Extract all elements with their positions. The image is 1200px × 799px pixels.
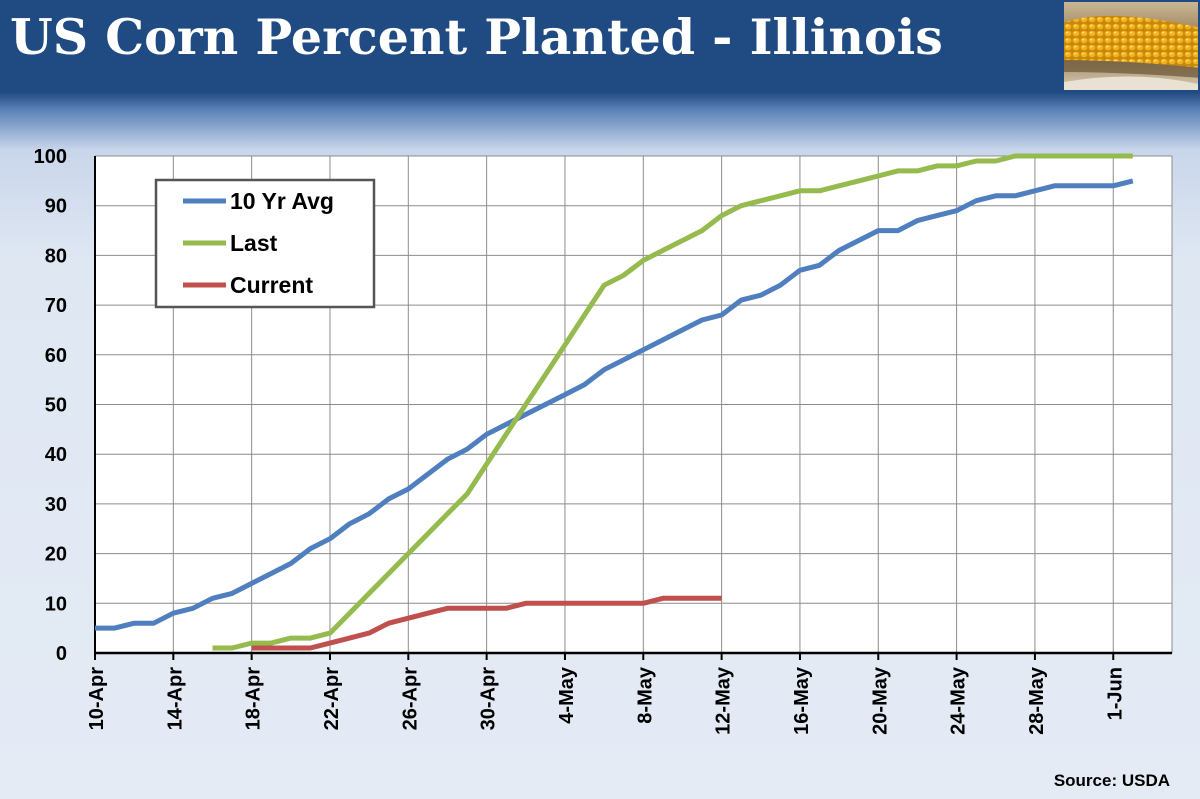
x-tick-label: 8-May [634,666,656,724]
y-tick-label: 90 [45,196,67,218]
y-tick-label: 20 [45,544,67,566]
x-tick-label: 26-Apr [399,667,421,731]
chart-legend: 10 Yr Avg Last Current [154,178,376,309]
legend-label: Last [230,230,278,256]
x-tick-label: 4-May [556,666,578,724]
x-tick-label: 14-Apr [164,667,186,731]
source-note: Source: USDA [1053,771,1170,790]
y-tick-label: 60 [45,345,67,367]
x-tick-label: 24-May [948,666,970,735]
y-tick-label: 50 [45,395,67,417]
x-tick-label: 1-Jun [1104,667,1126,720]
series-line-10-yr-avg [95,178,1134,631]
chart-title: US Corn Percent Planted - Illinois [10,8,943,66]
x-tick-label: 30-Apr [478,667,500,731]
x-tick-label: 10-Apr [86,667,108,731]
chart-axes: 0 10 20 30 40 50 60 70 80 90 100 10-Apr 14-Apr 18-Apr… [34,146,1172,735]
y-tick-label: 80 [45,245,67,267]
x-tick-label: 28-May [1026,666,1048,735]
y-tick-label: 0 [56,643,67,665]
y-tick-label: 10 [45,593,67,615]
title-bar: US Corn Percent Planted - Illinois [0,0,1200,92]
y-tick-label: 100 [34,146,67,168]
series-line-current [251,595,722,651]
y-tick-label: 40 [45,444,67,466]
legend-label: 10 Yr Avg [230,188,334,214]
y-tick-label: 70 [45,295,67,317]
x-tick-label: 20-May [869,666,891,735]
x-tick-label: 18-Apr [243,667,265,731]
x-tick-label: 22-Apr [321,667,343,731]
y-tick-label: 30 [45,494,67,516]
x-tick-label: 12-May [713,666,735,735]
corn-cob-image [1064,2,1198,90]
legend-label: Current [230,272,313,298]
x-tick-label: 16-May [791,666,813,735]
chart-series [95,153,1134,651]
series-line-last [212,153,1133,651]
